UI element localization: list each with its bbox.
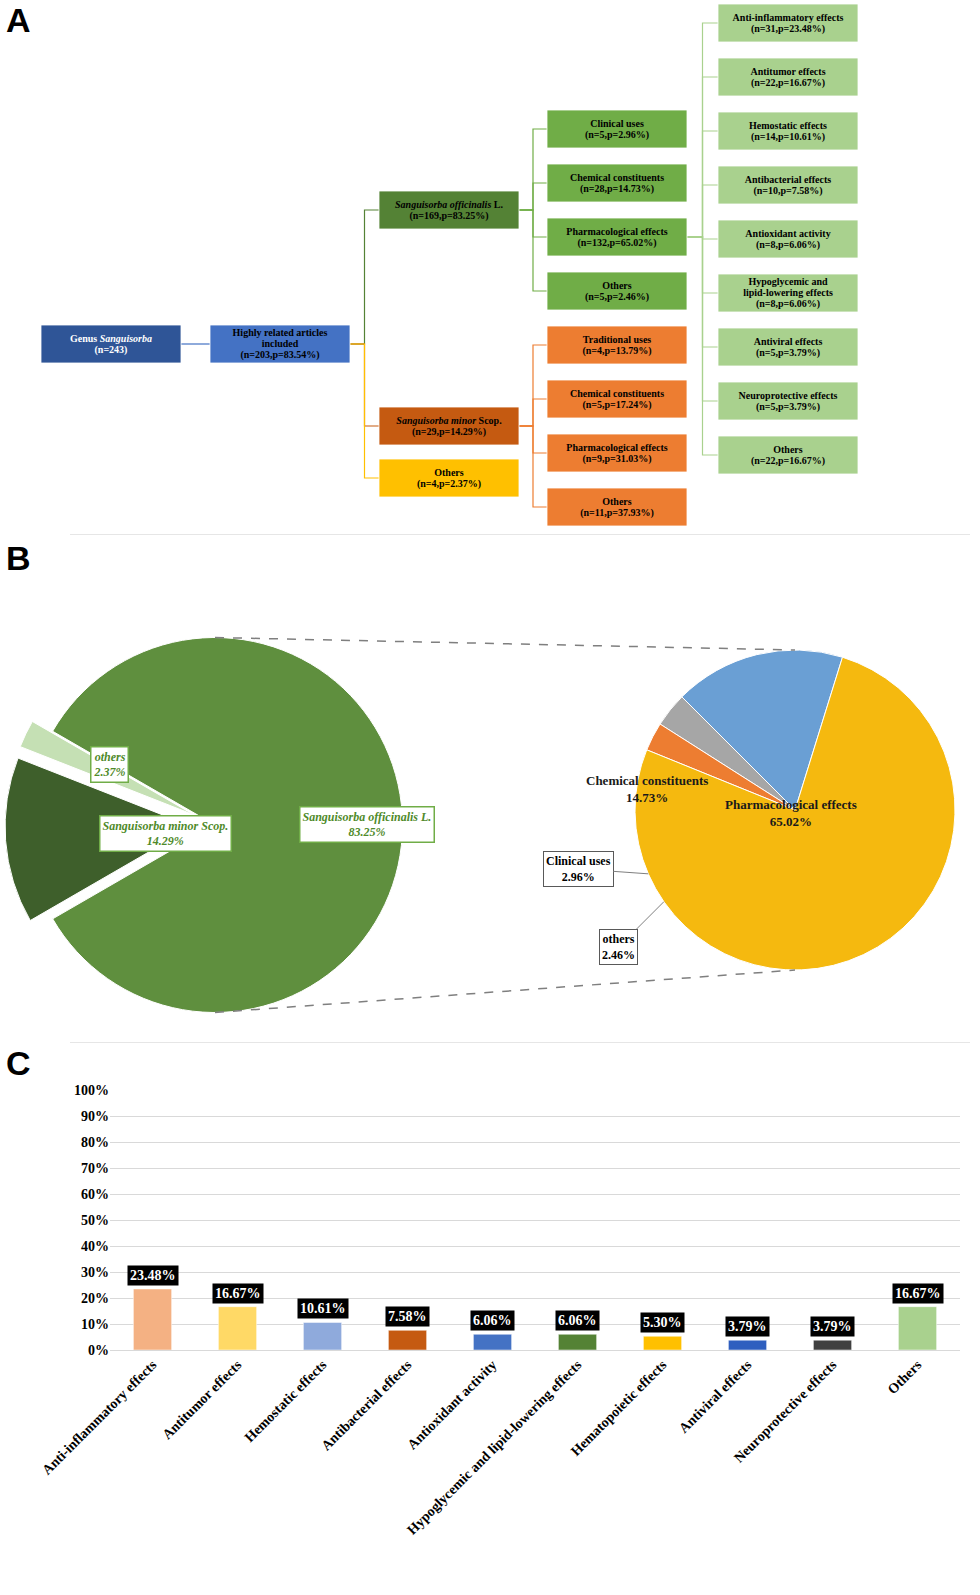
svg-text:0%: 0% [88, 1343, 109, 1358]
svg-text:Others: Others [885, 1357, 925, 1397]
svg-text:Antibacterial effects: Antibacterial effects [318, 1357, 414, 1453]
svg-text:Genus Sanguisorba(n=243): Genus Sanguisorba(n=243) [70, 333, 152, 356]
svg-text:70%: 70% [81, 1161, 109, 1176]
svg-text:50%: 50% [81, 1213, 109, 1228]
svg-text:Traditional uses(n=4,p=13.79%): Traditional uses(n=4,p=13.79%) [582, 334, 651, 357]
svg-text:Antibacterial effects(n=10,p=7: Antibacterial effects(n=10,p=7.58%) [745, 174, 831, 197]
svg-text:Antitumor effects: Antitumor effects [160, 1357, 245, 1442]
svg-text:Highly related articlesinclude: Highly related articlesincluded(n=203,p=… [233, 327, 328, 361]
svg-text:others2.37%: others2.37% [94, 750, 126, 780]
svg-text:Anti-inflammatory effects(n=31: Anti-inflammatory effects(n=31,p=23.48%) [733, 12, 844, 35]
html-text:B: B [6, 539, 31, 577]
svg-text:Chemical constituents(n=28,p=1: Chemical constituents(n=28,p=14.73%) [570, 172, 664, 195]
svg-text:10%: 10% [81, 1317, 109, 1332]
svg-text:30%: 30% [81, 1265, 109, 1280]
svg-text:20%: 20% [81, 1291, 109, 1306]
svg-text:Sanguisorba officinalis L.(n=1: Sanguisorba officinalis L.(n=169,p=83.25… [395, 199, 503, 222]
svg-text:90%: 90% [81, 1109, 109, 1124]
svg-text:60%: 60% [81, 1187, 109, 1202]
svg-text:5.30%: 5.30% [643, 1315, 682, 1330]
svg-text:Anti-inflammatory effects: Anti-inflammatory effects [39, 1357, 160, 1478]
svg-text:23.48%: 23.48% [130, 1268, 176, 1283]
svg-text:80%: 80% [81, 1135, 109, 1150]
svg-text:Hematopoietic effects: Hematopoietic effects [568, 1357, 670, 1459]
svg-text:10.61%: 10.61% [300, 1301, 346, 1316]
svg-text:Hypoglycemic andlipid-lowering: Hypoglycemic andlipid-lowering effects(n… [743, 276, 833, 310]
svg-text:Hypoglycemic and lipid-lowerin: Hypoglycemic and lipid-lowering effects [404, 1357, 585, 1538]
svg-text:Antioxidant activity: Antioxidant activity [405, 1357, 500, 1452]
svg-text:Hemostatic effects: Hemostatic effects [242, 1357, 330, 1445]
svg-text:Sanguisorba officinalis L.83.2: Sanguisorba officinalis L.83.25% [303, 810, 432, 840]
svg-text:Clinical uses2.96%: Clinical uses2.96% [546, 854, 611, 884]
svg-text:7.58%: 7.58% [388, 1309, 427, 1324]
svg-text:Pharmacological effects(n=9,p=: Pharmacological effects(n=9,p=31.03%) [566, 442, 667, 465]
svg-text:6.06%: 6.06% [558, 1313, 597, 1328]
svg-text:Others(n=5,p=2.46%): Others(n=5,p=2.46%) [585, 280, 649, 303]
svg-text:Pharmacological effects65.02%: Pharmacological effects65.02% [725, 797, 857, 829]
svg-text:Sanguisorba minor Scop.(n=29,p: Sanguisorba minor Scop.(n=29,p=14.29%) [396, 415, 502, 438]
svg-text:Pharmacological effects(n=132,: Pharmacological effects(n=132,p=65.02%) [566, 226, 667, 249]
svg-text:Hemostatic effects(n=14,p=10.6: Hemostatic effects(n=14,p=10.61%) [749, 120, 827, 143]
svg-text:Neuroprotective effects(n=5,p=: Neuroprotective effects(n=5,p=3.79%) [739, 390, 838, 413]
html-text:C: C [6, 1044, 31, 1082]
svg-text:40%: 40% [81, 1239, 109, 1254]
svg-text:3.79%: 3.79% [813, 1319, 852, 1334]
html-text:A: A [6, 1, 31, 39]
svg-text:others2.46%: others2.46% [602, 932, 635, 962]
svg-text:Antitumor effects(n=22,p=16.67: Antitumor effects(n=22,p=16.67%) [750, 66, 825, 89]
svg-text:Antiviral effects(n=5,p=3.79%): Antiviral effects(n=5,p=3.79%) [754, 336, 823, 359]
svg-text:Chemical constituents14.73%: Chemical constituents14.73% [586, 773, 708, 805]
svg-text:3.79%: 3.79% [728, 1319, 767, 1334]
svg-text:Others(n=11,p=37.93%): Others(n=11,p=37.93%) [580, 496, 654, 519]
svg-text:Clinical uses(n=5,p=2.96%): Clinical uses(n=5,p=2.96%) [585, 118, 649, 141]
svg-text:Antiviral effects: Antiviral effects [676, 1357, 755, 1436]
svg-text:16.67%: 16.67% [215, 1286, 261, 1301]
svg-text:Sanguisorba minor Scop.14.29%: Sanguisorba minor Scop.14.29% [103, 819, 229, 849]
svg-text:Neuroprotective effects: Neuroprotective effects [731, 1357, 840, 1466]
svg-text:Others(n=4,p=2.37%): Others(n=4,p=2.37%) [417, 467, 481, 490]
svg-text:6.06%: 6.06% [473, 1313, 512, 1328]
svg-text:16.67%: 16.67% [895, 1286, 941, 1301]
svg-text:Antioxidant activity(n=8,p=6.0: Antioxidant activity(n=8,p=6.06%) [745, 228, 830, 251]
svg-text:Others(n=22,p=16.67%): Others(n=22,p=16.67%) [751, 444, 825, 467]
svg-text:Chemical constituents(n=5,p=17: Chemical constituents(n=5,p=17.24%) [570, 388, 664, 411]
svg-text:100%: 100% [74, 1083, 109, 1098]
